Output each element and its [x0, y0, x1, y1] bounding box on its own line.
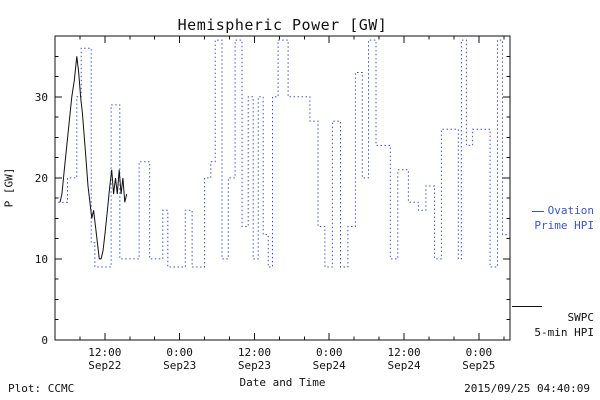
plot-timestamp: 2015/09/25 04:40:09 — [464, 382, 590, 395]
legend-swpc: SWPC 5-min HPI — [512, 306, 594, 340]
ovation-line-sample-icon — [531, 210, 544, 212]
y-tick-label: 0 — [41, 334, 48, 347]
series-ovation-prime-hpi — [58, 39, 510, 268]
x-axis-label: Date and Time — [239, 376, 326, 389]
x-tick-time-label: 0:00 — [316, 346, 343, 359]
legend-swpc-label-line2: 5-min HPI — [534, 326, 594, 339]
chart-title: Hemispheric Power [GW] — [177, 16, 388, 34]
legend-ovation-label-line2: Prime HPI — [534, 219, 594, 232]
plot-frame — [54, 35, 511, 341]
series-swpc-5min-hpi — [59, 56, 128, 260]
x-tick-time-label: 12:00 — [238, 346, 271, 359]
legend-ovation-label-line1: Ovation — [547, 204, 594, 217]
y-tick-label: 30 — [35, 91, 48, 104]
swpc-line-sample-icon — [512, 306, 542, 307]
y-tick-label: 10 — [35, 253, 48, 266]
series-group — [58, 39, 510, 268]
x-tick-date-label: Sep23 — [163, 359, 196, 372]
legend-ovation-row1: Ovation — [512, 203, 594, 218]
axes — [54, 35, 511, 341]
y-tick-label: 20 — [35, 172, 48, 185]
legend-ovation: Ovation Prime HPI — [512, 203, 594, 233]
x-tick-time-label: 0:00 — [466, 346, 493, 359]
x-tick-time-label: 12:00 — [387, 346, 420, 359]
legend-swpc-label-line1: SWPC — [567, 311, 595, 324]
x-tick-time-label: 12:00 — [88, 346, 121, 359]
x-tick-date-label: Sep24 — [313, 359, 346, 372]
x-tick-time-label: 0:00 — [166, 346, 193, 359]
plot-credit: Plot: CCMC — [8, 382, 75, 395]
x-tick-date-label: Sep23 — [238, 359, 271, 372]
x-tick-date-label: Sep22 — [88, 359, 121, 372]
x-tick-date-label: Sep25 — [462, 359, 495, 372]
x-tick-date-label: Sep24 — [387, 359, 420, 372]
tick-labels: 010203012:00Sep220:00Sep2312:00Sep230:00… — [35, 91, 496, 372]
